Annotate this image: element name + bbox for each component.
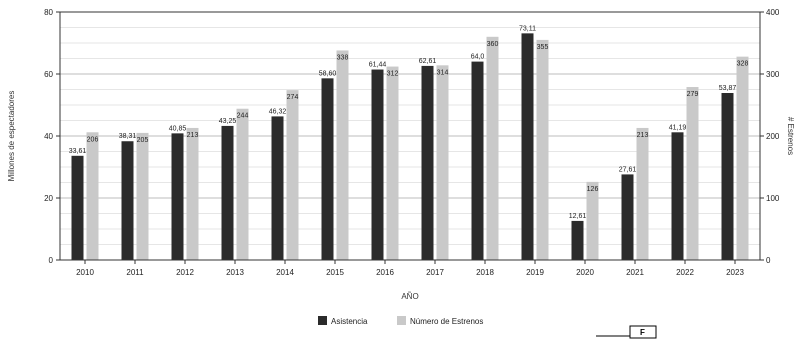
data-label-estrenos: 274	[287, 94, 299, 101]
bar-asistencia	[271, 116, 284, 261]
bar-estrenos	[736, 56, 749, 260]
data-label-asistencia: 53,87	[719, 85, 737, 92]
x-tick-label: 2020	[576, 268, 594, 277]
x-tick-label: 2016	[376, 268, 394, 277]
data-label-estrenos: 213	[637, 132, 649, 139]
x-axis-title: AÑO	[401, 292, 418, 301]
legend-swatch-asistencia	[318, 316, 327, 325]
y2-tick-label: 300	[766, 70, 780, 79]
bar-estrenos	[186, 127, 199, 260]
data-label-estrenos: 279	[687, 91, 699, 98]
y2-tick-label: 200	[766, 132, 780, 141]
bar-asistencia	[621, 174, 634, 260]
bar-estrenos	[386, 66, 399, 260]
x-tick-label: 2010	[76, 268, 94, 277]
bar-asistencia	[421, 65, 434, 260]
data-label-asistencia: 12,61	[569, 213, 587, 220]
bar-estrenos	[86, 132, 99, 260]
y-axis-title: Millones de espectadores	[7, 91, 16, 182]
bar-estrenos	[636, 127, 649, 260]
svg-text:F: F	[640, 328, 645, 337]
data-label-estrenos: 314	[437, 69, 449, 76]
legend: Asistencia Número de Estrenos	[318, 316, 483, 326]
bar-asistencia	[671, 132, 684, 260]
y-tick-label: 20	[44, 194, 53, 203]
data-label-asistencia: 33,61	[69, 148, 87, 155]
data-label-asistencia: 27,61	[619, 166, 637, 173]
data-label-estrenos: 205	[137, 137, 149, 144]
x-tick-label: 2021	[626, 268, 644, 277]
data-label-asistencia: 58,60	[319, 70, 337, 77]
data-label-estrenos: 126	[587, 186, 599, 193]
y-tick-label: 60	[44, 70, 53, 79]
y2-axis-title: # Estrenos	[786, 117, 795, 155]
data-label-asistencia: 61,44	[369, 62, 387, 69]
bar-asistencia	[371, 69, 384, 260]
bar-estrenos	[436, 65, 449, 260]
bar-asistencia	[321, 78, 334, 260]
x-tick-label: 2014	[276, 268, 294, 277]
x-axis-ticks: 2010 2011 2012 2013 2014 2015 2016 2017 2018 2019…	[76, 260, 744, 277]
grid	[60, 27, 760, 245]
x-tick-label: 2011	[126, 268, 144, 277]
plot-frame	[59, 11, 761, 261]
x-tick-label: 2018	[476, 268, 494, 277]
data-label-estrenos: 213	[187, 132, 199, 139]
data-label-asistencia: 73,11	[519, 25, 536, 32]
x-tick-label: 2012	[176, 268, 194, 277]
y-tick-label: 40	[44, 132, 53, 141]
x-tick-label: 2023	[726, 268, 744, 277]
bar-asistencia	[471, 61, 484, 260]
bar-estrenos	[236, 108, 249, 260]
data-label-asistencia: 41,19	[669, 124, 687, 131]
bar-estrenos	[686, 87, 699, 261]
data-label-estrenos: 328	[737, 61, 749, 68]
x-tick-label: 2015	[326, 268, 344, 277]
x-tick-label: 2013	[226, 268, 244, 277]
bars	[71, 33, 749, 261]
corner-mark: F	[596, 325, 657, 339]
data-label-estrenos: 338	[337, 54, 349, 61]
x-tick-label: 2017	[426, 268, 444, 277]
data-label-asistencia: 43,25	[219, 118, 237, 125]
data-label-estrenos: 355	[537, 44, 549, 51]
bar-estrenos	[536, 39, 549, 261]
y2-tick-label: 100	[766, 194, 780, 203]
data-label-estrenos: 312	[387, 71, 399, 78]
data-label-asistencia: 46,32	[269, 108, 287, 115]
bar-estrenos	[336, 50, 349, 260]
legend-label-estrenos: Número de Estrenos	[410, 317, 483, 326]
bar-asistencia	[521, 33, 534, 260]
bar-asistencia	[121, 141, 134, 260]
data-label-asistencia: 64,0	[471, 54, 485, 61]
data-label-estrenos: 244	[237, 113, 249, 120]
bar-asistencia	[71, 155, 84, 260]
data-label-asistencia: 38,31	[119, 133, 137, 140]
bar-asistencia	[721, 93, 734, 261]
y2-tick-label: 400	[766, 8, 780, 17]
legend-label-asistencia: Asistencia	[331, 317, 368, 326]
y-tick-label: 0	[49, 256, 54, 265]
data-label-estrenos: 206	[87, 136, 99, 143]
bar-asistencia	[171, 133, 184, 260]
y-axis-left-ticks: 0 20 40 60 80	[44, 8, 60, 265]
bar-asistencia	[221, 125, 234, 260]
data-label-asistencia: 40,85	[169, 125, 187, 132]
bar-estrenos	[486, 36, 499, 260]
x-tick-label: 2019	[526, 268, 544, 277]
data-label-asistencia: 62,61	[419, 58, 437, 65]
y-tick-label: 80	[44, 8, 53, 17]
y2-tick-label: 0	[766, 256, 771, 265]
legend-swatch-estrenos	[397, 316, 406, 325]
bar-asistencia	[571, 220, 584, 260]
x-tick-label: 2022	[676, 268, 694, 277]
data-label-estrenos: 360	[487, 41, 499, 48]
bar-estrenos	[136, 132, 149, 260]
y-axis-right-ticks: 0 100 200 300 400	[760, 8, 780, 265]
bar-estrenos	[286, 90, 299, 261]
bar-estrenos	[586, 181, 599, 260]
